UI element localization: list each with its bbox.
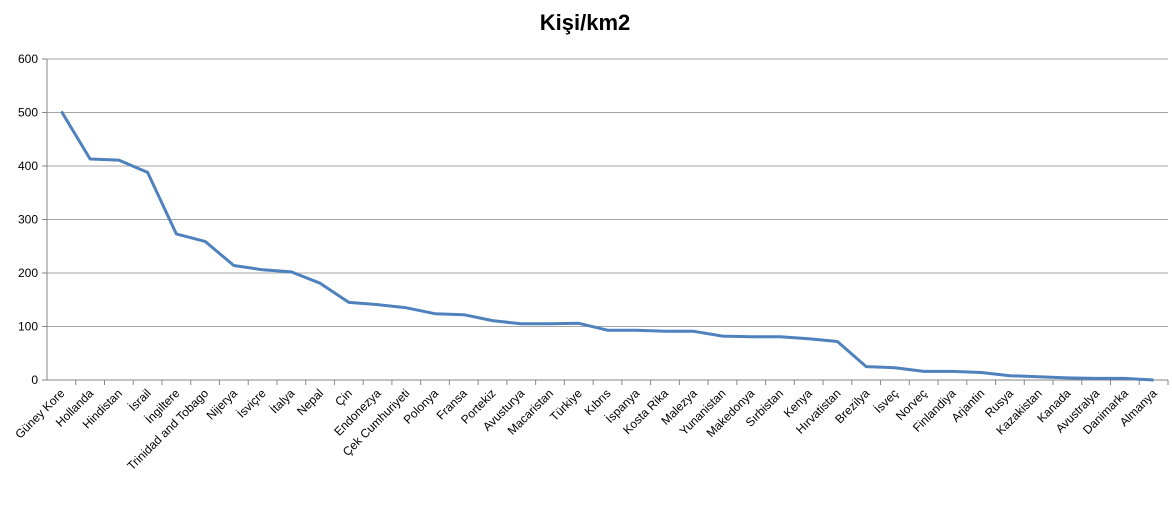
x-tick-label: Türkiye	[547, 386, 585, 424]
y-tick-label: 400	[18, 159, 38, 173]
y-tick-label: 500	[18, 106, 38, 120]
x-tick-label: İtalya	[267, 386, 297, 416]
series-line	[60, 110, 1154, 382]
y-tick-label: 0	[31, 373, 38, 387]
x-tick-label: Çin	[332, 386, 355, 409]
x-tick-label: İsviçre	[234, 386, 269, 421]
y-axis-ticks: 0 100 200 300 400 500 600	[18, 52, 47, 387]
y-tick-label: 300	[18, 213, 38, 227]
y-tick-label: 100	[18, 320, 38, 334]
x-tick-label: Nijerya	[204, 386, 241, 423]
chart-title: Kişi/km2	[540, 10, 631, 35]
x-tick-label: Nepal	[294, 386, 326, 418]
y-tick-label: 600	[18, 52, 38, 66]
gridlines	[47, 58, 1168, 327]
y-tick-label: 200	[18, 266, 38, 280]
